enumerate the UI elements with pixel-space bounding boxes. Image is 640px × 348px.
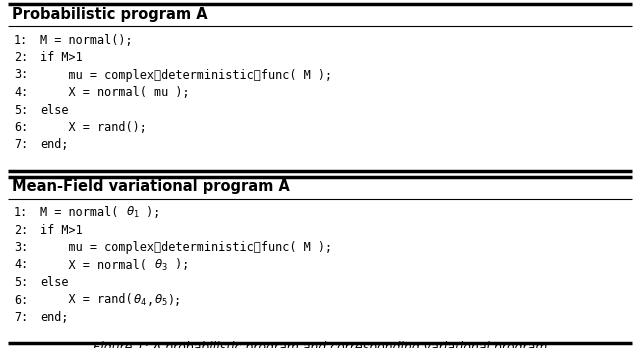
Text: Probabilistic program A: Probabilistic program A bbox=[12, 7, 207, 22]
Text: 3:: 3: bbox=[14, 241, 28, 254]
Text: X = rand(: X = rand( bbox=[40, 293, 132, 307]
Text: 4:: 4: bbox=[14, 86, 28, 99]
Text: 4:: 4: bbox=[14, 259, 28, 271]
Text: );: ); bbox=[168, 293, 182, 307]
Text: if M>1: if M>1 bbox=[40, 223, 83, 237]
Text: Figure 1: A probabilistic program and corresponding variational program: Figure 1: A probabilistic program and co… bbox=[93, 341, 547, 348]
Text: mu = complex͟deterministic͟func( M );: mu = complex͟deterministic͟func( M ); bbox=[40, 241, 332, 254]
Text: );: ); bbox=[168, 259, 189, 271]
Text: Mean-Field variational program A: Mean-Field variational program A bbox=[12, 180, 290, 195]
Text: M = normal();: M = normal(); bbox=[40, 33, 132, 47]
Text: ,: , bbox=[147, 293, 154, 307]
Text: end;: end; bbox=[40, 311, 68, 324]
Text: $\theta_1$: $\theta_1$ bbox=[125, 205, 139, 220]
Text: 2:: 2: bbox=[14, 51, 28, 64]
Text: 1:: 1: bbox=[14, 33, 28, 47]
Text: 5:: 5: bbox=[14, 103, 28, 117]
Text: mu = complex͟deterministic͟func( M );: mu = complex͟deterministic͟func( M ); bbox=[40, 69, 332, 81]
Text: 6:: 6: bbox=[14, 293, 28, 307]
Text: 7:: 7: bbox=[14, 311, 28, 324]
Text: 3:: 3: bbox=[14, 69, 28, 81]
Text: $\theta_4$: $\theta_4$ bbox=[132, 292, 147, 308]
Text: else: else bbox=[40, 276, 68, 289]
Text: end;: end; bbox=[40, 139, 68, 151]
Text: X = rand();: X = rand(); bbox=[40, 121, 147, 134]
Text: M = normal(: M = normal( bbox=[40, 206, 125, 219]
Text: X = normal( mu );: X = normal( mu ); bbox=[40, 86, 189, 99]
Text: $\theta_5$: $\theta_5$ bbox=[154, 292, 168, 308]
Text: X = normal(: X = normal( bbox=[40, 259, 154, 271]
Text: 6:: 6: bbox=[14, 121, 28, 134]
Text: 5:: 5: bbox=[14, 276, 28, 289]
Text: $\theta_3$: $\theta_3$ bbox=[154, 258, 168, 272]
Text: if M>1: if M>1 bbox=[40, 51, 83, 64]
Text: 1:: 1: bbox=[14, 206, 28, 219]
Text: );: ); bbox=[139, 206, 161, 219]
Text: 2:: 2: bbox=[14, 223, 28, 237]
Text: 7:: 7: bbox=[14, 139, 28, 151]
Text: else: else bbox=[40, 103, 68, 117]
